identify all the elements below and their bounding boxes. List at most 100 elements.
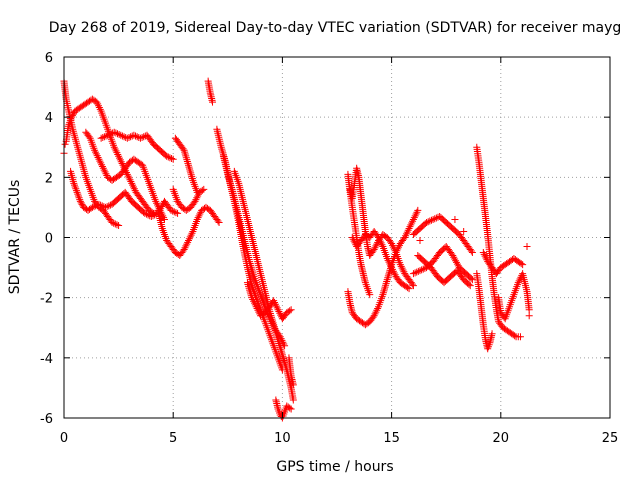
data-point (423, 218, 431, 226)
data-point (523, 243, 531, 251)
data-point (107, 130, 115, 138)
data-point (215, 218, 223, 226)
data-point (404, 284, 412, 292)
data-point (388, 264, 396, 272)
data-point (66, 119, 74, 127)
data-point (373, 240, 381, 248)
data-point (105, 202, 113, 210)
data-point (253, 304, 261, 312)
data-point (386, 260, 394, 268)
data-point (194, 192, 202, 200)
data-point (70, 181, 78, 189)
data-point (399, 266, 407, 274)
data-point (187, 231, 195, 239)
data-point (184, 238, 192, 246)
data-point (117, 131, 125, 139)
data-point (69, 110, 77, 118)
data-point (418, 266, 426, 274)
data-point (186, 233, 194, 241)
data-point (164, 153, 172, 161)
data-point (467, 247, 475, 255)
data-point (375, 235, 383, 243)
data-point (184, 237, 192, 245)
data-point (174, 209, 182, 217)
data-point (411, 269, 419, 277)
data-point (374, 234, 382, 241)
data-point (424, 218, 432, 226)
data-point (115, 152, 123, 160)
data-point (168, 155, 176, 163)
data-point (349, 235, 357, 243)
data-point (466, 282, 474, 290)
data-point (92, 202, 100, 210)
data-point (98, 163, 106, 171)
data-point (74, 192, 82, 200)
data-point (387, 262, 395, 270)
data-point (279, 338, 287, 346)
data-point (96, 157, 104, 165)
y-tick-label: 0 (45, 232, 53, 247)
data-point (348, 234, 356, 241)
data-point (167, 206, 175, 214)
x-tick-label: 10 (274, 431, 291, 446)
data-point (409, 215, 417, 223)
data-point (419, 265, 427, 273)
data-point (388, 241, 396, 249)
tick-layer: 0 5 10 15 20 25 -6 -4 -2 0 2 4 6 (40, 51, 618, 446)
data-point (409, 270, 417, 278)
data-point (117, 158, 125, 166)
data-point (511, 332, 519, 340)
data-point (132, 132, 140, 140)
data-point (278, 336, 286, 344)
data-point (105, 130, 113, 138)
data-point (392, 249, 400, 257)
data-point (113, 221, 121, 229)
data-point (91, 148, 99, 156)
x-tick-label: 0 (60, 431, 68, 446)
data-point (195, 212, 203, 220)
data-point (405, 285, 413, 293)
data-point (110, 128, 118, 136)
data-point (214, 217, 222, 225)
data-point (517, 260, 525, 268)
data-point (401, 234, 409, 241)
data-point (115, 130, 123, 138)
data-point (200, 185, 208, 193)
data-point (172, 209, 180, 217)
data-point (114, 130, 122, 138)
data-point (123, 134, 131, 142)
data-point (147, 212, 155, 220)
data-point (276, 309, 284, 317)
data-point (78, 200, 86, 208)
data-point (289, 381, 297, 389)
data-point (95, 155, 103, 163)
data-point (95, 200, 103, 208)
data-point (248, 294, 256, 302)
data-point (414, 267, 422, 275)
data-point (479, 249, 487, 257)
data-point (270, 297, 278, 305)
data-point (183, 240, 191, 248)
data-point (271, 298, 279, 306)
data-point (75, 194, 83, 202)
data-point (93, 152, 101, 160)
y-tick-label: 6 (45, 51, 53, 66)
data-point (289, 396, 297, 404)
data-point (274, 306, 282, 314)
data-point (482, 254, 490, 262)
data-point (74, 190, 82, 198)
data-point (98, 202, 106, 210)
data-point (166, 154, 174, 162)
data-point (480, 250, 488, 258)
data-point (125, 174, 133, 182)
data-point (192, 196, 200, 204)
data-point (97, 201, 105, 209)
data-point (196, 210, 204, 218)
data-point (72, 187, 80, 195)
data-point (77, 199, 85, 207)
data-point (408, 219, 416, 227)
data-point (160, 215, 168, 223)
data-point (525, 306, 533, 314)
data-point (468, 249, 476, 257)
